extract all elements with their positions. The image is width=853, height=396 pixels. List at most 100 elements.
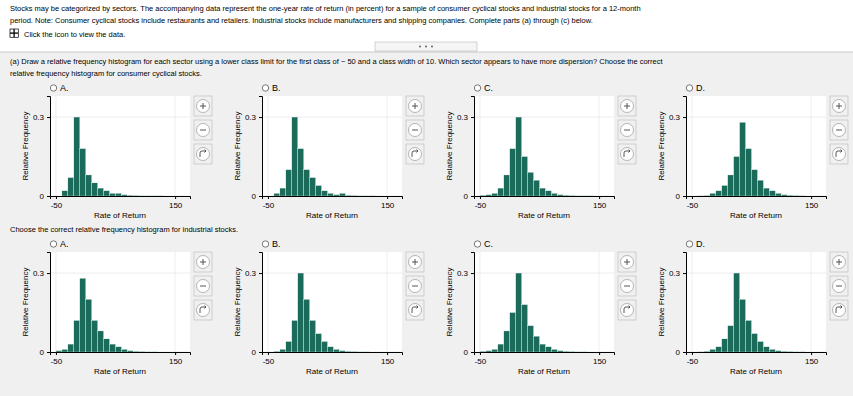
option-radio[interactable] [262, 241, 268, 247]
button-box[interactable] [194, 300, 212, 320]
button-symbol[interactable] [200, 286, 206, 287]
data-icon-cell[interactable] [15, 34, 19, 38]
button-symbol[interactable] [839, 259, 840, 265]
button-circle[interactable] [197, 280, 210, 293]
button-symbol[interactable] [203, 259, 204, 265]
button-circle[interactable] [621, 256, 634, 269]
button-box[interactable] [406, 144, 424, 164]
button-circle[interactable] [833, 100, 846, 113]
option-radio[interactable] [686, 85, 692, 91]
zoom-in-button[interactable] [406, 96, 424, 116]
open-button[interactable] [406, 144, 424, 164]
data-icon-cell[interactable] [15, 29, 19, 33]
option-label[interactable]: B. [272, 239, 281, 249]
collapse-button-dot[interactable] [425, 46, 427, 48]
zoom-in-button[interactable] [618, 96, 636, 116]
open-button[interactable] [406, 300, 424, 320]
collapse-button-box[interactable] [375, 42, 477, 51]
option-radio[interactable] [50, 85, 56, 91]
open-button[interactable] [618, 144, 636, 164]
button-box[interactable] [406, 276, 424, 296]
button-box[interactable] [830, 252, 848, 272]
button-box[interactable] [406, 300, 424, 320]
button-symbol[interactable] [627, 259, 628, 265]
option-label[interactable]: C. [484, 239, 493, 249]
zoom-out-button[interactable] [830, 120, 848, 140]
data-icon[interactable] [10, 29, 18, 37]
open-button[interactable] [618, 300, 636, 320]
button-symbol[interactable] [836, 130, 842, 131]
button-box[interactable] [194, 276, 212, 296]
button-circle[interactable] [409, 124, 422, 137]
zoom-in-button[interactable] [194, 96, 212, 116]
button-symbol[interactable] [415, 259, 416, 265]
button-circle[interactable] [197, 304, 210, 317]
button-box[interactable] [830, 96, 848, 116]
button-circle[interactable] [621, 100, 634, 113]
button-box[interactable] [194, 120, 212, 140]
data-icon-cell[interactable] [10, 34, 14, 38]
option-label[interactable]: A. [60, 83, 69, 93]
zoom-in-button[interactable] [830, 252, 848, 272]
button-symbol[interactable] [412, 130, 418, 131]
open-button[interactable] [194, 144, 212, 164]
button-box[interactable] [830, 144, 848, 164]
button-symbol[interactable] [200, 130, 206, 131]
button-circle[interactable] [409, 256, 422, 269]
zoom-out-button[interactable] [830, 276, 848, 296]
button-box[interactable] [194, 96, 212, 116]
option-radio[interactable] [474, 241, 480, 247]
button-symbol[interactable] [624, 306, 630, 314]
button-symbol[interactable] [624, 150, 630, 158]
button-circle[interactable] [833, 124, 846, 137]
button-box[interactable] [618, 96, 636, 116]
button-box[interactable] [830, 300, 848, 320]
zoom-in-button[interactable] [618, 252, 636, 272]
zoom-out-button[interactable] [194, 120, 212, 140]
button-circle[interactable] [833, 148, 846, 161]
open-button[interactable] [830, 300, 848, 320]
button-box[interactable] [618, 120, 636, 140]
data-icon-cell[interactable] [10, 29, 14, 33]
button-box[interactable] [618, 300, 636, 320]
button-circle[interactable] [197, 100, 210, 113]
button-circle[interactable] [197, 124, 210, 137]
button-symbol[interactable] [203, 103, 204, 109]
button-circle[interactable] [833, 304, 846, 317]
button-symbol[interactable] [627, 103, 628, 109]
button-box[interactable] [618, 144, 636, 164]
button-circle[interactable] [409, 100, 422, 113]
button-symbol[interactable] [415, 103, 416, 109]
button-symbol[interactable] [412, 150, 418, 158]
button-circle[interactable] [409, 304, 422, 317]
option-radio[interactable] [474, 85, 480, 91]
button-circle[interactable] [197, 256, 210, 269]
button-circle[interactable] [621, 148, 634, 161]
button-box[interactable] [406, 96, 424, 116]
button-box[interactable] [618, 252, 636, 272]
button-symbol[interactable] [836, 286, 842, 287]
button-box[interactable] [406, 120, 424, 140]
option-radio[interactable] [50, 241, 56, 247]
option-radio[interactable] [686, 241, 692, 247]
button-circle[interactable] [409, 148, 422, 161]
open-button[interactable] [194, 300, 212, 320]
button-symbol[interactable] [412, 306, 418, 314]
button-symbol[interactable] [200, 150, 206, 158]
zoom-out-button[interactable] [618, 120, 636, 140]
button-symbol[interactable] [836, 150, 842, 158]
button-box[interactable] [830, 120, 848, 140]
option-label[interactable]: A. [60, 239, 69, 249]
button-circle[interactable] [621, 124, 634, 137]
option-label[interactable]: D. [696, 239, 705, 249]
button-box[interactable] [618, 276, 636, 296]
button-circle[interactable] [621, 280, 634, 293]
button-symbol[interactable] [624, 130, 630, 131]
button-circle[interactable] [621, 304, 634, 317]
button-box[interactable] [194, 252, 212, 272]
button-box[interactable] [406, 252, 424, 272]
collapse-button-dot[interactable] [431, 46, 433, 48]
button-symbol[interactable] [624, 286, 630, 287]
button-symbol[interactable] [200, 306, 206, 314]
button-box[interactable] [830, 276, 848, 296]
